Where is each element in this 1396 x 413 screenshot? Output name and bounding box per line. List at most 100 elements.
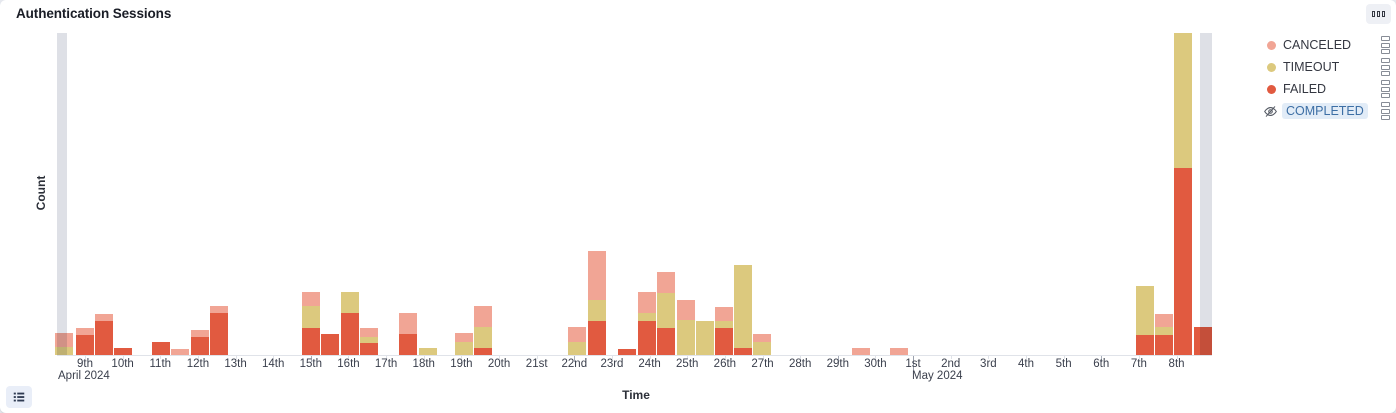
- bar-segment-timeout: [677, 320, 695, 355]
- list-icon: [13, 392, 25, 402]
- bar[interactable]: [1155, 314, 1173, 355]
- bar-segment-timeout: [696, 321, 714, 355]
- bar[interactable]: [696, 321, 714, 355]
- x-tick-label: 6th: [1093, 358, 1110, 370]
- bar-segment-timeout: [638, 313, 656, 321]
- bar[interactable]: [474, 306, 492, 355]
- legend-item-label: FAILED: [1283, 82, 1327, 96]
- bar-segment-canceled: [753, 334, 771, 342]
- bar[interactable]: [890, 348, 908, 355]
- legend-item-timeout[interactable]: TIMEOUT: [1262, 56, 1392, 78]
- legend-color-dot: [1267, 62, 1276, 72]
- bar[interactable]: [657, 272, 675, 355]
- x-tick-label: 2nd: [941, 358, 961, 370]
- legend-item-actions-icon[interactable]: [1381, 102, 1392, 120]
- bar-segment-failed: [114, 348, 132, 355]
- x-tick-label: 9th: [77, 358, 93, 370]
- month-label: May 2024: [912, 370, 963, 382]
- x-tick-label: 27th: [751, 358, 774, 370]
- legend-item-actions-icon[interactable]: [1381, 36, 1392, 54]
- x-tick-label: 4th: [1018, 358, 1034, 370]
- bar-segment-failed: [360, 343, 378, 355]
- bar[interactable]: [341, 292, 359, 355]
- bar[interactable]: [95, 314, 113, 355]
- bar[interactable]: [360, 328, 378, 355]
- x-axis-tick: [611, 355, 613, 359]
- x-axis-tick: [574, 355, 576, 362]
- x-axis-tick: [1063, 355, 1065, 359]
- x-tick-label: 21st: [525, 358, 548, 370]
- bar[interactable]: [455, 333, 473, 355]
- bar[interactable]: [191, 330, 209, 355]
- bar-segment-canceled: [76, 328, 94, 335]
- bar[interactable]: [76, 328, 94, 355]
- legend-toggle-button[interactable]: [6, 386, 32, 408]
- x-axis-tick: [875, 355, 877, 359]
- legend-item-canceled[interactable]: CANCELED: [1262, 34, 1392, 56]
- bar-segment-failed: [474, 348, 492, 355]
- x-tick-label: 8th: [1168, 358, 1185, 370]
- bar[interactable]: [1136, 286, 1154, 355]
- bar-segment-canceled: [171, 349, 189, 355]
- bar-segment-failed: [657, 328, 675, 355]
- bar-segment-failed: [715, 328, 733, 355]
- bar[interactable]: [302, 292, 320, 355]
- panel-options-button[interactable]: [1366, 4, 1391, 24]
- bar-segment-canceled: [852, 348, 870, 355]
- x-axis-tick: [423, 355, 425, 359]
- bar-segment-canceled: [890, 348, 908, 355]
- bar-segment-canceled: [588, 251, 606, 300]
- x-tick-label: 22nd: [561, 358, 588, 370]
- bar[interactable]: [152, 342, 170, 355]
- bar-segment-canceled: [474, 306, 492, 327]
- bar[interactable]: [852, 348, 870, 355]
- x-axis-tick: [800, 355, 802, 359]
- bar[interactable]: [210, 306, 228, 355]
- bar[interactable]: [171, 349, 189, 355]
- legend-color-dot: [1267, 40, 1276, 50]
- bar[interactable]: [399, 313, 417, 355]
- legend-item-actions-icon[interactable]: [1381, 80, 1392, 98]
- bar[interactable]: [419, 348, 437, 355]
- bar[interactable]: [734, 265, 752, 355]
- bar-segment-timeout: [360, 337, 378, 343]
- x-tick-label: 30th: [864, 358, 887, 370]
- bar-segment-canceled: [399, 313, 417, 334]
- bar[interactable]: [715, 307, 733, 355]
- bar-segment-timeout: [302, 306, 320, 328]
- x-tick-label: 14th: [261, 358, 285, 370]
- bar[interactable]: [568, 327, 586, 355]
- bar-segment-timeout: [419, 348, 437, 355]
- bar[interactable]: [114, 348, 132, 355]
- bar[interactable]: [753, 334, 771, 355]
- bar[interactable]: [618, 349, 636, 355]
- x-tick-label: 10th: [111, 358, 134, 370]
- bar[interactable]: [321, 334, 339, 355]
- bar-segment-canceled: [638, 292, 656, 313]
- x-tick-label: 28th: [788, 358, 812, 370]
- bar[interactable]: [588, 251, 606, 355]
- x-axis-tick: [1176, 355, 1178, 359]
- legend-item-actions-icon[interactable]: [1381, 58, 1392, 76]
- x-axis-tick: [461, 355, 463, 359]
- bar-segment-timeout: [474, 327, 492, 348]
- x-tick-label: 18th: [412, 358, 435, 370]
- bar-segment-failed: [1174, 168, 1192, 355]
- bar-segment-timeout: [588, 300, 606, 321]
- bar[interactable]: [638, 292, 656, 355]
- bar-segment-failed: [734, 348, 752, 355]
- bar-segment-failed: [302, 328, 320, 355]
- x-axis-tick: [85, 355, 86, 359]
- bar-segment-timeout: [1174, 33, 1192, 168]
- x-tick-label: 25th: [676, 358, 699, 370]
- bar[interactable]: [677, 300, 695, 355]
- x-tick-label: 7th: [1130, 358, 1147, 370]
- bar[interactable]: [1174, 33, 1192, 355]
- legend-item-completed[interactable]: COMPLETED: [1262, 100, 1392, 122]
- legend-item-failed[interactable]: FAILED: [1262, 78, 1392, 100]
- x-tick-label: 1st: [905, 358, 921, 370]
- bar-segment-canceled: [95, 314, 113, 321]
- x-axis-tick: [160, 355, 162, 359]
- bar-segment-timeout: [715, 321, 733, 328]
